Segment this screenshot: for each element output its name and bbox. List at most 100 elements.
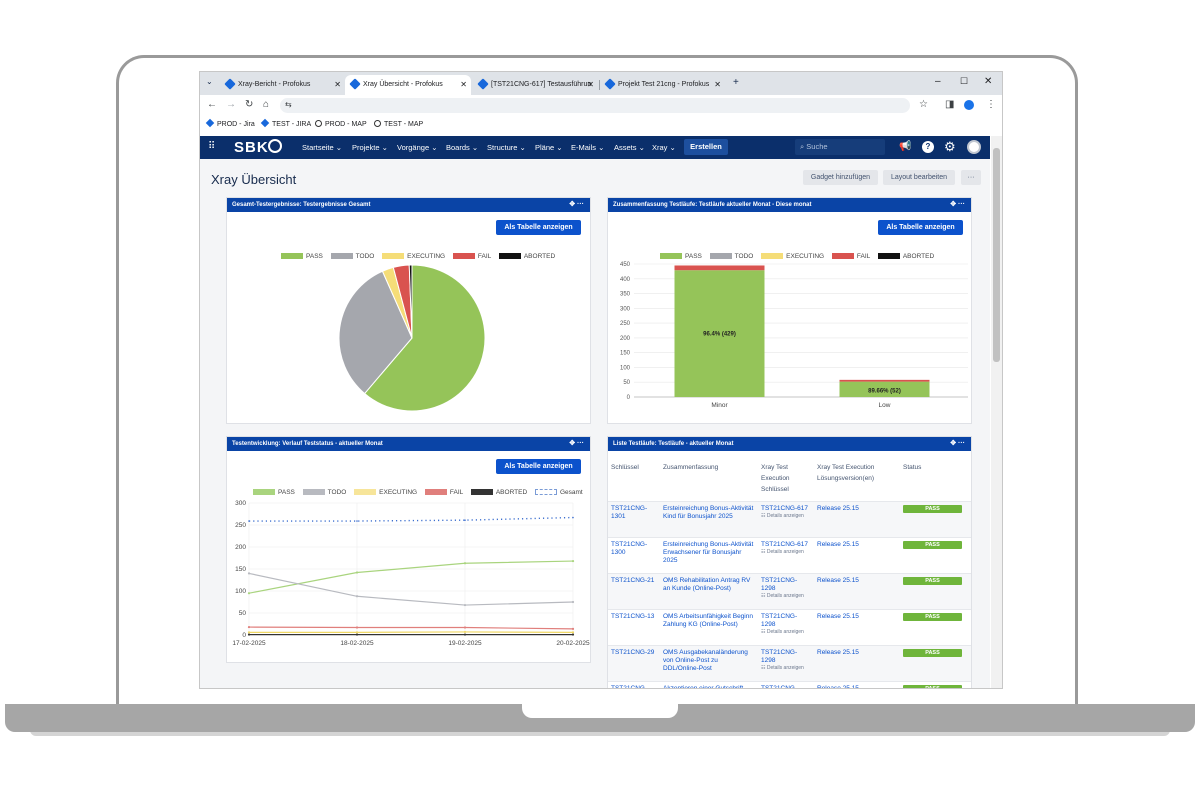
jira-favicon-icon <box>205 118 215 128</box>
version-link[interactable]: Release 25.15 <box>814 501 900 538</box>
show-as-table-button[interactable]: Als Tabelle anzeigen <box>496 220 581 235</box>
details-toggle[interactable]: ☷ Details anzeigen <box>761 629 804 635</box>
nav-startseite[interactable]: Startseite ⌄ <box>302 143 343 152</box>
back-icon[interactable]: ← <box>207 99 217 110</box>
notifications-megaphone-icon[interactable]: 📢 <box>899 141 912 152</box>
browser-tab[interactable]: Xray-Bericht - Profokus ✕ <box>220 75 345 95</box>
close-tab-icon[interactable]: ✕ <box>587 80 594 89</box>
close-window-icon[interactable]: ✕ <box>984 76 993 87</box>
url-input[interactable]: ⇆ <box>280 98 910 113</box>
edit-layout-button[interactable]: Layout bearbeiten <box>883 170 955 185</box>
new-tab-button[interactable]: + <box>733 77 739 88</box>
close-tab-icon[interactable]: ✕ <box>460 80 467 89</box>
issue-key-link[interactable]: TST21CNG-1301 <box>608 501 660 538</box>
browser-tab[interactable]: Projekt Test 21cng - Profokus ✕ <box>600 75 725 95</box>
details-toggle[interactable]: ☷ Details anzeigen <box>761 549 804 555</box>
data-point-gesamt <box>572 516 574 519</box>
gadget-move-menu-icon[interactable]: ✥ ··· <box>569 440 584 447</box>
summary-link[interactable]: Ersteinreichung Bonus-Aktivität Erwachse… <box>660 537 758 574</box>
execution-key-link[interactable]: TST21CNG-☷ Details anzeigen <box>758 681 814 688</box>
details-toggle[interactable]: ☷ Details anzeigen <box>761 513 804 519</box>
forward-icon[interactable]: → <box>226 99 236 110</box>
show-as-table-button[interactable]: Als Tabelle anzeigen <box>878 220 963 235</box>
settings-gear-icon[interactable]: ⚙ <box>944 139 956 154</box>
bookmark-item[interactable]: PROD - MAP <box>315 120 367 128</box>
help-icon[interactable]: ? <box>922 141 934 153</box>
bookmark-item[interactable]: TEST - MAP <box>374 120 423 128</box>
home-icon[interactable]: ⌂ <box>263 99 270 110</box>
issue-key-link[interactable]: TST21CNG-1300 <box>608 537 660 574</box>
maximize-icon[interactable]: ☐ <box>960 76 969 86</box>
tab-search-chevron-icon[interactable]: ⌄ <box>206 77 213 86</box>
summary-link[interactable]: OMS Rehabilitation Antrag RV an Kunde (O… <box>660 573 758 610</box>
nav-boards[interactable]: Boards ⌄ <box>446 143 479 152</box>
column-header[interactable]: Status <box>903 464 922 471</box>
column-header[interactable]: Schlüssel <box>611 464 639 471</box>
nav-projekte[interactable]: Projekte ⌄ <box>352 143 388 152</box>
execution-key-link[interactable]: TST21CNG-1298 ☷ Details anzeigen <box>758 645 814 682</box>
search-input[interactable]: ⌕ Suche <box>795 139 885 155</box>
nav-emails[interactable]: E-Mails ⌄ <box>571 143 605 152</box>
details-toggle[interactable]: ☷ Details anzeigen <box>761 593 804 599</box>
execution-key-link[interactable]: TST21CNG-617 ☷ Details anzeigen <box>758 537 814 574</box>
nav-assets[interactable]: Assets ⌄ <box>614 143 645 152</box>
bookmark-item[interactable]: PROD - Jira <box>205 118 255 128</box>
nav-plaene[interactable]: Pläne ⌄ <box>535 143 563 152</box>
y-tick-label: 350 <box>620 292 631 298</box>
data-point-todo <box>247 572 251 575</box>
more-options-button[interactable]: ··· <box>961 170 981 185</box>
summary-link[interactable]: Ersteinreichung Bonus-Aktivität Kind für… <box>660 501 758 538</box>
bookmark-star-icon[interactable]: ☆ <box>919 99 928 110</box>
issue-key-link[interactable]: TST21CNG-13 <box>608 609 660 646</box>
issue-key-link[interactable]: TST21CNG- <box>608 681 660 688</box>
issue-key-link[interactable]: TST21CNG-29 <box>608 645 660 682</box>
version-link[interactable]: Release 25.15 <box>814 573 900 610</box>
minimize-icon[interactable]: – <box>935 76 941 87</box>
nav-xray[interactable]: Xray ⌄ <box>652 143 676 152</box>
execution-key-link[interactable]: TST21CNG-1298 ☷ Details anzeigen <box>758 609 814 646</box>
nav-vorgaenge[interactable]: Vorgänge ⌄ <box>397 143 438 152</box>
scrollbar[interactable] <box>991 136 1002 688</box>
gadget-move-menu-icon[interactable]: ✥ ··· <box>950 440 965 447</box>
browser-menu-icon[interactable]: ⋮ <box>986 99 996 110</box>
side-panel-icon[interactable]: ◨ <box>945 99 955 110</box>
app-switcher-icon[interactable]: ⠿ <box>208 141 216 152</box>
bookmark-label: TEST - MAP <box>384 121 424 128</box>
bookmark-label: PROD - MAP <box>325 121 367 128</box>
close-tab-icon[interactable]: ✕ <box>714 80 721 89</box>
version-link[interactable]: Release 25.15 <box>814 645 900 682</box>
gadget-header: Testentwicklung: Verlauf Teststatus - ak… <box>227 437 590 451</box>
scrollbar-thumb[interactable] <box>993 148 1000 362</box>
legend-swatch <box>498 253 521 259</box>
browser-tab-active[interactable]: Xray Übersicht - Profokus ✕ <box>345 75 471 95</box>
version-link[interactable]: Release 25.15 <box>814 681 900 688</box>
issue-key-link[interactable]: TST21CNG-21 <box>608 573 660 610</box>
version-link[interactable]: Release 25.15 <box>814 537 900 574</box>
summary-link[interactable]: Akzeptieren einer Gutschrift <box>660 681 758 688</box>
add-gadget-button[interactable]: Gadget hinzufügen <box>803 170 878 185</box>
user-avatar[interactable] <box>967 140 981 154</box>
execution-key-link[interactable]: TST21CNG-617 ☷ Details anzeigen <box>758 501 814 538</box>
legend-label: PASS <box>685 253 702 260</box>
summary-link[interactable]: OMS Arbeitsunfähigkeit Beginn Zahlung KG… <box>660 609 758 646</box>
execution-key-link[interactable]: TST21CNG-1298 ☷ Details anzeigen <box>758 573 814 610</box>
site-settings-icon[interactable]: ⇆ <box>285 100 292 109</box>
close-tab-icon[interactable]: ✕ <box>334 80 341 89</box>
show-as-table-button[interactable]: Als Tabelle anzeigen <box>496 459 581 474</box>
profile-avatar[interactable] <box>964 100 974 110</box>
details-toggle[interactable]: ☷ Details anzeigen <box>761 665 804 671</box>
reload-icon[interactable]: ↻ <box>245 99 254 110</box>
gadget-move-menu-icon[interactable]: ✥ ··· <box>569 201 584 208</box>
jira-top-navigation: ⠿ SBK Startseite ⌄ Projekte ⌄ Vorgänge ⌄… <box>200 136 990 159</box>
column-header[interactable]: Zusammenfassung <box>663 464 719 471</box>
version-link[interactable]: Release 25.15 <box>814 609 900 646</box>
column-header[interactable]: Xray Test Execution Lösungsversion(en) <box>817 464 875 482</box>
bookmark-item[interactable]: TEST - JIRA <box>260 118 311 128</box>
nav-structure[interactable]: Structure ⌄ <box>487 143 526 152</box>
summary-link[interactable]: OMS Ausgabekanaländerung von Online-Post… <box>660 645 758 682</box>
column-header[interactable]: Xray Test Execution Schlüssel <box>761 464 790 493</box>
create-button[interactable]: Erstellen <box>684 139 728 155</box>
sbk-logo[interactable]: SBK <box>234 139 269 156</box>
gadget-move-menu-icon[interactable]: ✥ ··· <box>950 201 965 208</box>
browser-tab[interactable]: [TST21CNG-617] Testausführun ✕ <box>473 75 598 95</box>
